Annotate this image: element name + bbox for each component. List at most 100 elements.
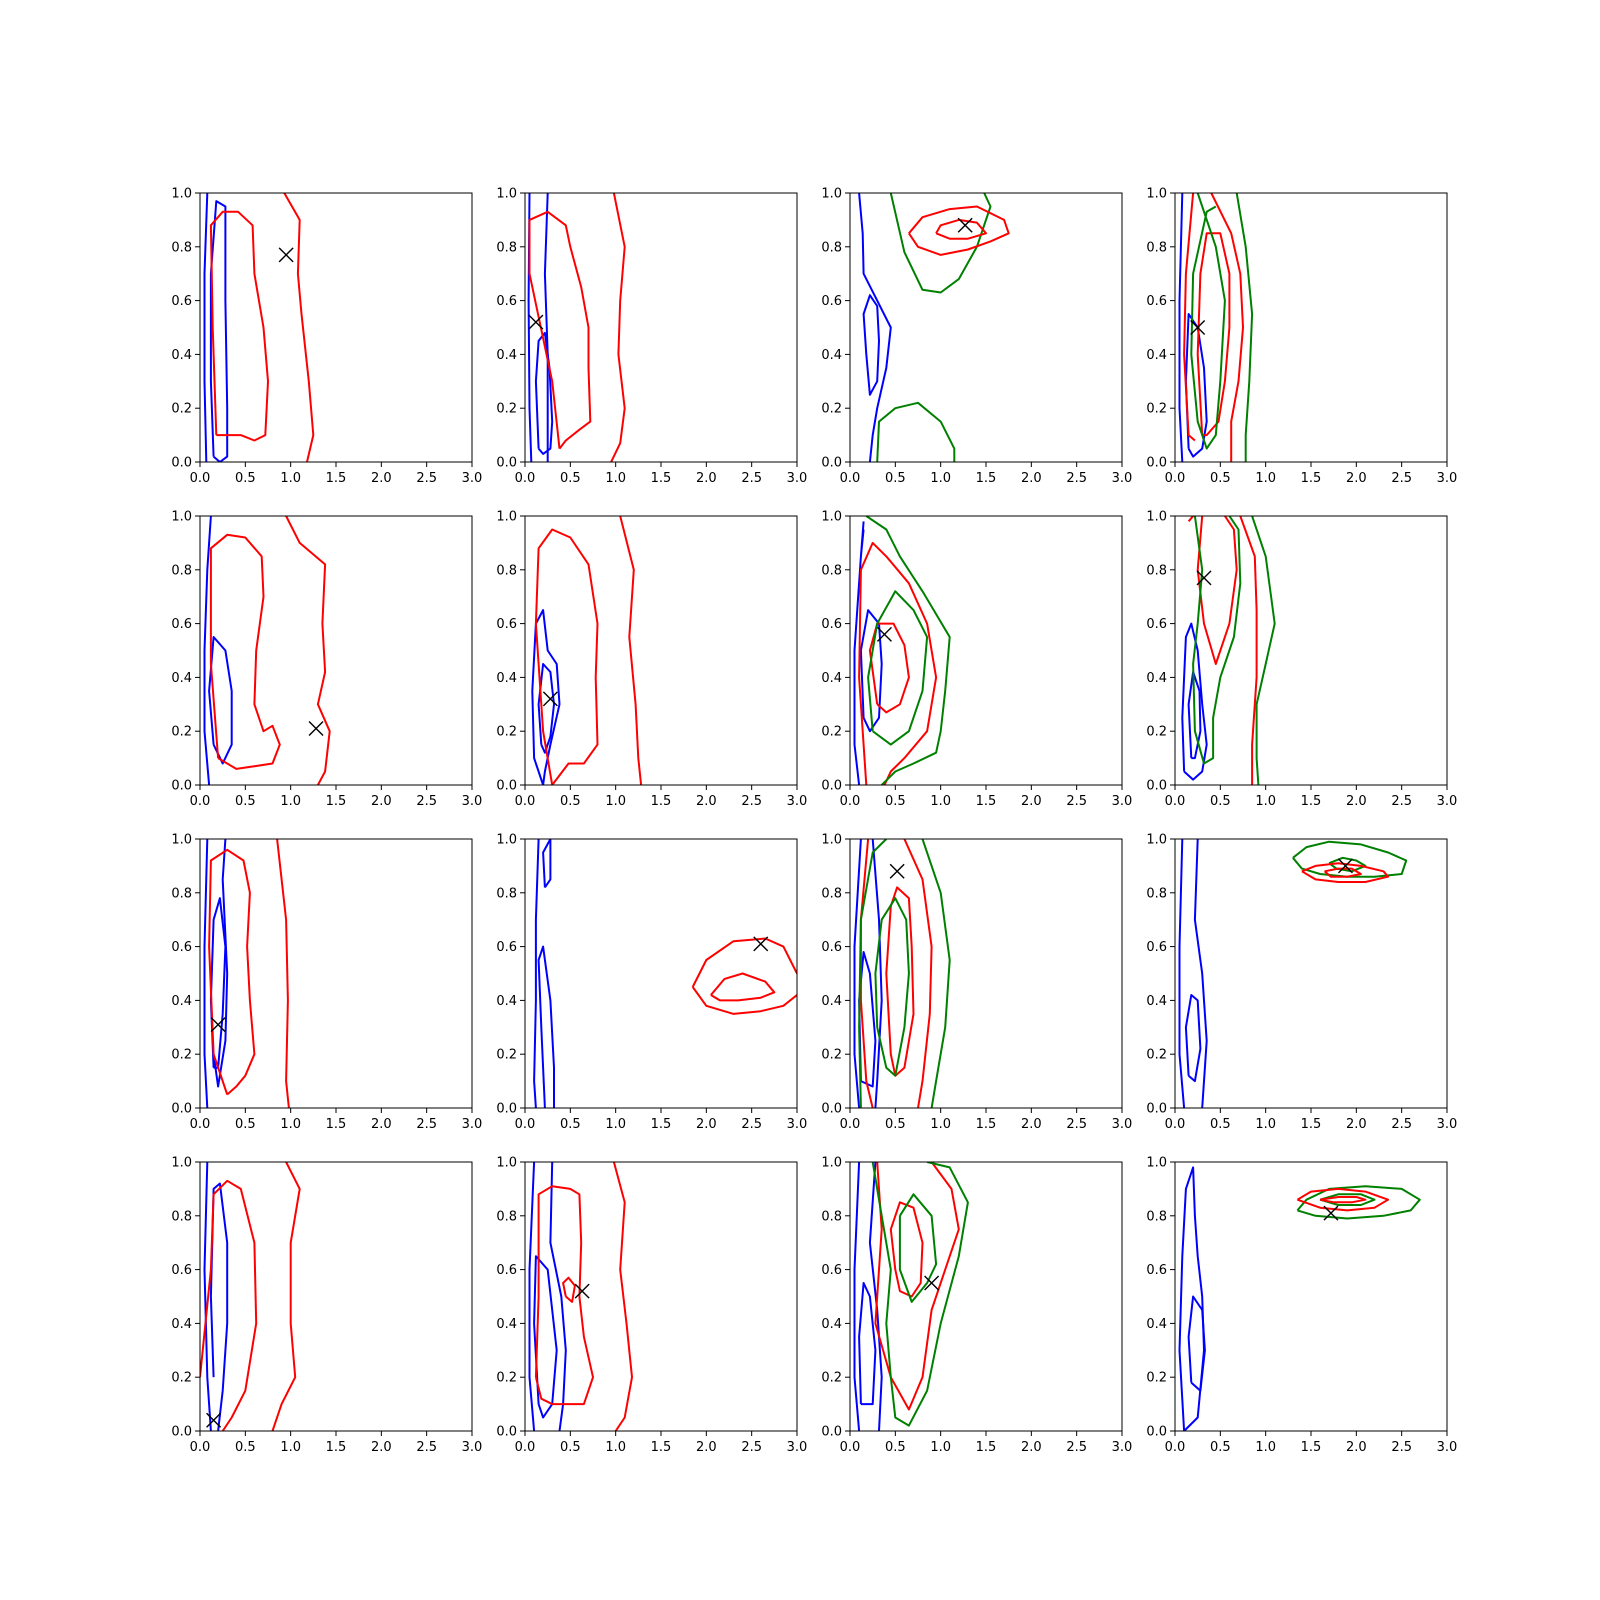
x-tick-label: 1.0: [1255, 471, 1276, 486]
y-tick-label: 0.4: [1146, 671, 1167, 686]
x-tick-label: 0.5: [1210, 1440, 1231, 1455]
x-tick-label: 2.0: [1346, 1117, 1367, 1132]
contour-line-blue: [549, 1162, 567, 1431]
x-tick-label: 0.5: [885, 794, 906, 809]
y-tick-label: 0.8: [171, 563, 192, 578]
x-tick-label: 2.5: [1391, 471, 1412, 486]
y-tick-label: 0.6: [171, 617, 192, 632]
x-marker-stroke: [210, 1017, 226, 1033]
axes-frame: [1174, 515, 1448, 786]
x-marker-stroke: [542, 691, 558, 707]
x-tick-label: 0.5: [885, 1440, 906, 1455]
y-tick-label: 0.2: [1146, 1048, 1167, 1063]
x-marker: [876, 626, 892, 642]
x-marker: [528, 314, 544, 330]
contour-line-red: [209, 533, 281, 770]
x-tick-label: 0.5: [1210, 471, 1231, 486]
contour-line-green: [865, 516, 951, 785]
contour-line-red: [1319, 1196, 1367, 1204]
contour-line-blue: [208, 636, 233, 765]
y-tick-label: 0.2: [1146, 402, 1167, 417]
y-tick-label: 0.8: [1146, 240, 1167, 255]
x-tick-label: 2.5: [741, 1440, 762, 1455]
y-tick-label: 0.8: [171, 240, 192, 255]
x-tick-label: 0.0: [515, 1117, 536, 1132]
x-marker-stroke: [1323, 1205, 1339, 1221]
x-tick-label: 2.5: [1066, 794, 1087, 809]
y-tick-label: 0.6: [496, 940, 517, 955]
contour-line-red: [283, 193, 315, 462]
y-tick-label: 0.6: [821, 294, 842, 309]
contour-group: [200, 1162, 301, 1431]
contour-line-green: [889, 193, 992, 294]
x-tick-label: 1.5: [651, 794, 672, 809]
y-tick-label: 1.0: [1146, 833, 1167, 848]
y-tick-label: 0.2: [496, 725, 517, 740]
y-tick-label: 0.0: [1146, 456, 1167, 471]
subplot-2-4: 0.0 0.5 1.0 1.5 2.0 2.5 3.0 0.0 0.2 0.4 0.6 0.8 1.0: [1146, 510, 1457, 810]
contour-group: [531, 516, 643, 785]
x-tick-label: 2.5: [416, 471, 437, 486]
x-tick-label: 3.0: [1437, 471, 1458, 486]
contour-line-red: [1187, 516, 1194, 523]
contour-line-green: [876, 401, 956, 462]
x-tick-label: 1.5: [326, 794, 347, 809]
y-tick-label: 0.6: [1146, 1263, 1167, 1278]
x-marker: [206, 1412, 222, 1428]
y-tick-label: 0.0: [496, 1102, 517, 1117]
x-tick-label: 1.0: [1255, 1117, 1276, 1132]
subplot-1-3: 0.0 0.5 1.0 1.5 2.0 2.5 3.0 0.0 0.2 0.4 0.6 0.8 1.0: [821, 187, 1132, 487]
x-tick-label: 1.0: [605, 1440, 626, 1455]
y-tick-label: 0.0: [171, 456, 192, 471]
y-tick-label: 1.0: [171, 187, 192, 202]
x-tick-label: 0.5: [235, 471, 256, 486]
y-tick-label: 0.4: [171, 348, 192, 363]
contour-group: [1178, 1166, 1421, 1431]
x-marker: [753, 936, 769, 952]
axes-frame: [849, 838, 1123, 1109]
x-tick-label: 2.0: [696, 1117, 717, 1132]
y-tick-label: 0.6: [1146, 617, 1167, 632]
contour-line-red: [1183, 193, 1196, 442]
contour-line-red: [534, 528, 599, 785]
y-tick-label: 0.6: [171, 940, 192, 955]
contour-line-red: [691, 937, 797, 988]
contour-line-red: [868, 622, 910, 714]
contour-line-blue: [533, 1255, 558, 1419]
contour-line-red: [935, 218, 987, 240]
y-tick-label: 0.8: [1146, 563, 1167, 578]
x-tick-label: 1.0: [280, 794, 301, 809]
x-tick-label: 0.0: [190, 794, 211, 809]
x-tick-label: 0.5: [235, 794, 256, 809]
subplot-4-2: 0.0 0.5 1.0 1.5 2.0 2.5 3.0 0.0 0.2 0.4 0.6 0.8 1.0: [496, 1156, 807, 1456]
x-marker: [1190, 320, 1206, 335]
x-marker: [210, 1017, 226, 1033]
y-tick-label: 0.8: [171, 886, 192, 901]
x-marker-stroke: [924, 1275, 940, 1291]
contour-line-green: [1296, 1185, 1421, 1220]
contour-line-red: [1296, 1187, 1390, 1212]
x-tick-label: 3.0: [787, 1117, 808, 1132]
x-tick-label: 3.0: [1112, 471, 1133, 486]
x-tick-label: 3.0: [787, 794, 808, 809]
contour-group: [203, 193, 315, 462]
axes-frame: [849, 1161, 1123, 1432]
x-tick-label: 0.5: [560, 1440, 581, 1455]
y-tick-label: 0.4: [821, 671, 842, 686]
y-tick-label: 0.0: [1146, 1102, 1167, 1117]
contour-group: [203, 516, 331, 785]
x-marker: [542, 691, 558, 707]
x-tick-label: 1.5: [976, 1117, 997, 1132]
x-tick-label: 2.5: [416, 1440, 437, 1455]
y-tick-label: 0.2: [496, 402, 517, 417]
y-tick-label: 1.0: [171, 1156, 192, 1171]
y-tick-label: 0.4: [1146, 1317, 1167, 1332]
x-tick-label: 1.0: [1255, 794, 1276, 809]
y-tick-label: 0.0: [496, 456, 517, 471]
x-tick-label: 3.0: [1437, 1440, 1458, 1455]
y-tick-label: 0.6: [821, 617, 842, 632]
x-marker-stroke: [1196, 570, 1212, 586]
contour-group: [528, 1162, 633, 1431]
y-tick-label: 1.0: [1146, 1156, 1167, 1171]
x-tick-label: 0.5: [885, 1117, 906, 1132]
